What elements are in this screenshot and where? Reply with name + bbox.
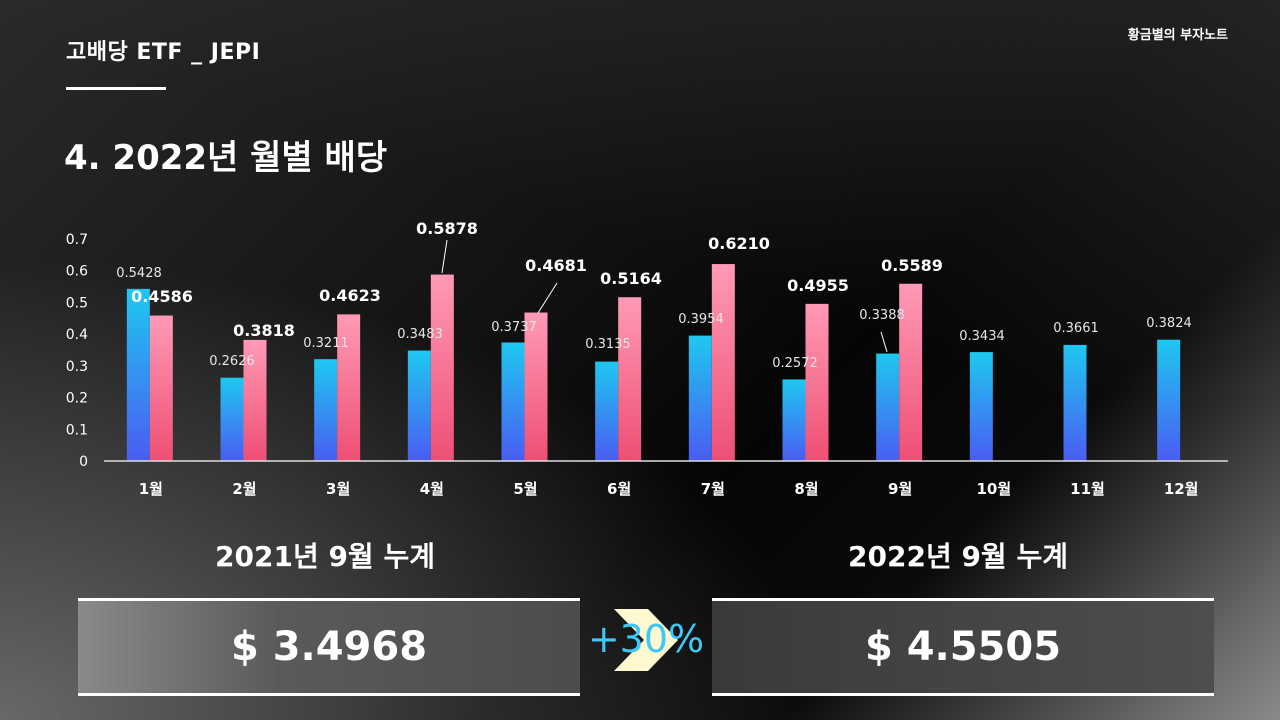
change-percent: +30% xyxy=(587,617,705,661)
leader-line xyxy=(441,239,448,274)
data-label-2022: 0.4586 xyxy=(131,287,193,306)
x-tick-label: 3월 xyxy=(326,480,350,498)
y-axis-ticks: 0 0.1 0.2 0.3 0.4 0.5 0.6 0.7 xyxy=(66,232,88,470)
monthly-dividend-bar-chart: 0 0.1 0.2 0.3 0.4 0.5 0.6 0.7 0.5428 0.2626 0.321… xyxy=(66,219,1228,498)
bar-2021 xyxy=(314,359,338,461)
bar-2021 xyxy=(969,352,993,461)
x-tick-label: 8월 xyxy=(794,480,818,498)
y-tick-label: 0.3 xyxy=(66,359,88,375)
x-tick-label: 10월 xyxy=(976,480,1011,498)
bar-2022 xyxy=(711,264,735,461)
bar-2021 xyxy=(1157,339,1181,461)
bar-2022 xyxy=(149,315,173,461)
x-tick-label: 6월 xyxy=(607,480,631,498)
chevron-right-icon xyxy=(614,609,678,671)
y-tick-label: 0 xyxy=(79,454,88,470)
data-label-2022: 0.3818 xyxy=(233,321,295,340)
bar-2022 xyxy=(524,312,548,461)
data-label-2021: 0.3211 xyxy=(303,336,349,351)
bar-2022 xyxy=(430,274,454,461)
bar-2021 xyxy=(782,379,806,461)
bar-2021 xyxy=(407,350,431,461)
data-label-2021: 0.3483 xyxy=(397,327,443,342)
bar-2021 xyxy=(501,342,525,461)
x-axis: 1월 2월 3월 4월 5월 6월 7월 8월 9월 10월 11월 12월 xyxy=(104,460,1228,498)
y-tick-label: 0.7 xyxy=(66,232,88,248)
header-underline xyxy=(66,87,166,90)
summary-right-heading: 2022년 9월 누계 xyxy=(848,540,1068,573)
data-label-2021: 0.3737 xyxy=(491,320,537,335)
data-label-2022: 0.5164 xyxy=(600,269,662,288)
data-label-2021: 0.3824 xyxy=(1146,316,1192,331)
bar-2022 xyxy=(899,283,923,461)
bar-2022 xyxy=(805,303,829,461)
section-title: 4. 2022년 월별 배당 xyxy=(64,138,388,178)
data-label-2021: 0.3135 xyxy=(585,337,631,352)
data-label-2021: 0.2572 xyxy=(772,356,818,371)
bars xyxy=(126,264,1181,461)
x-tick-label: 9월 xyxy=(888,480,912,498)
bar-2021 xyxy=(876,353,900,461)
header-title: 고배당 ETF _ JEPI xyxy=(66,40,261,65)
summary-left-box: $ 3.4968 xyxy=(78,598,580,696)
y-tick-label: 0.2 xyxy=(66,391,88,407)
summary-left-value: $ 3.4968 xyxy=(230,624,428,670)
data-label-2021: 0.5428 xyxy=(116,266,162,281)
data-labels: 0.5428 0.2626 0.3211 0.3483 0.3737 0.3135 0.39… xyxy=(116,219,1192,371)
leader-line xyxy=(537,282,558,314)
bar-2021 xyxy=(688,335,712,461)
summary-right-value: $ 4.5505 xyxy=(864,624,1062,670)
x-tick-label: 1월 xyxy=(139,480,163,498)
leader-line xyxy=(880,331,888,353)
data-label-2022: 0.5878 xyxy=(416,219,478,238)
bar-2021 xyxy=(126,288,150,461)
data-label-2022: 0.5589 xyxy=(881,256,943,275)
x-tick-label: 7월 xyxy=(701,480,725,498)
bar-2022 xyxy=(243,339,267,461)
change-indicator: +30% xyxy=(586,605,706,675)
bar-2022 xyxy=(337,314,361,461)
x-tick-label: 11월 xyxy=(1070,480,1105,498)
data-label-2022: 0.6210 xyxy=(708,234,770,253)
bar-2021 xyxy=(1063,344,1087,461)
data-label-2021: 0.3954 xyxy=(678,312,724,327)
x-tick-label: 4월 xyxy=(420,480,444,498)
data-label-2021: 0.3434 xyxy=(959,329,1005,344)
data-label-2021: 0.3661 xyxy=(1053,321,1099,336)
x-tick-label: 5월 xyxy=(513,480,537,498)
data-label-2021: 0.3388 xyxy=(859,308,905,323)
data-label-2022: 0.4955 xyxy=(787,276,849,295)
data-label-2021: 0.2626 xyxy=(209,354,255,369)
y-tick-label: 0.1 xyxy=(66,422,88,438)
y-tick-label: 0.6 xyxy=(66,264,88,280)
data-label-2022: 0.4623 xyxy=(319,286,381,305)
summary-right-box: $ 4.5505 xyxy=(712,598,1214,696)
bar-2021 xyxy=(220,377,244,461)
data-label-2022: 0.4681 xyxy=(525,256,587,275)
bar-2022 xyxy=(618,297,642,461)
x-tick-label: 12월 xyxy=(1164,480,1199,498)
y-tick-label: 0.5 xyxy=(66,295,88,311)
bar-2021 xyxy=(595,361,619,461)
x-tick-label: 2월 xyxy=(232,480,256,498)
brand-label: 황금별의 부자노트 xyxy=(1127,28,1228,43)
y-tick-label: 0.4 xyxy=(66,327,88,343)
summary-left-heading: 2021년 9월 누계 xyxy=(215,540,435,573)
